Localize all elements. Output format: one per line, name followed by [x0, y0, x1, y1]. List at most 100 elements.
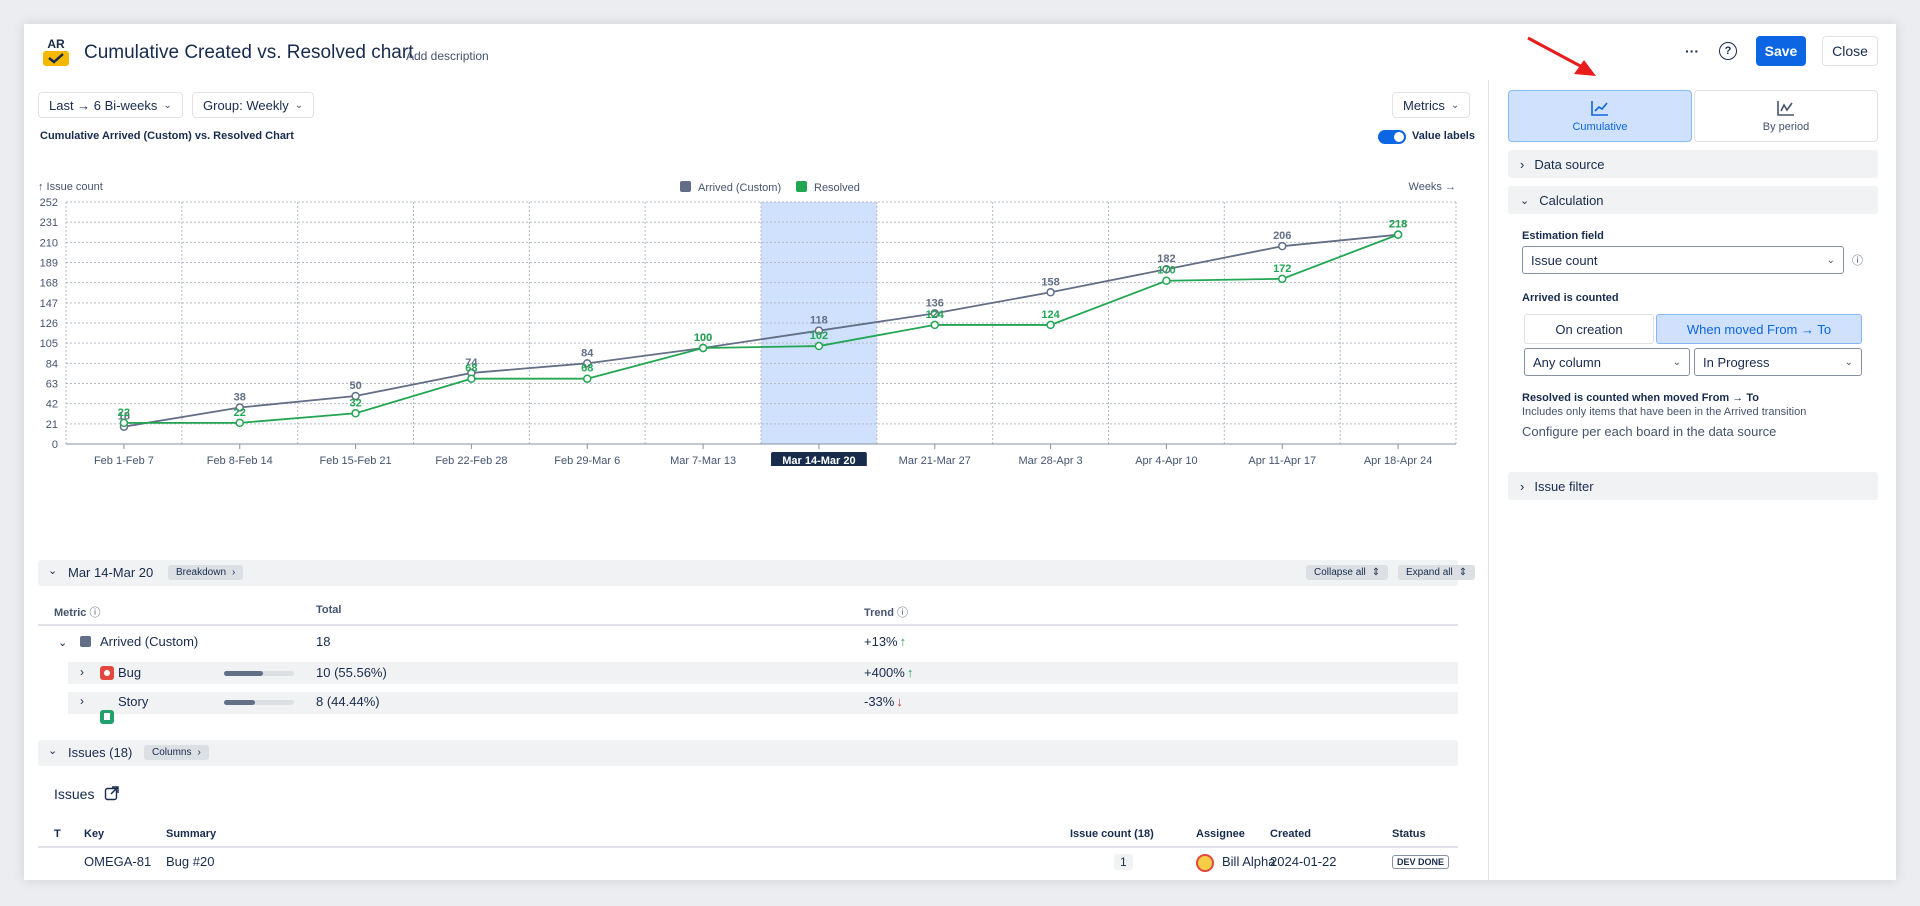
group-select[interactable]: Group: Weekly ⌄: [192, 92, 315, 118]
data-point[interactable]: [814, 326, 824, 335]
metrics-select[interactable]: Metrics ⌄: [1392, 92, 1471, 118]
data-label: 102: [810, 330, 828, 342]
estimation-field-label: Estimation field: [1522, 230, 1604, 242]
open-external-icon[interactable]: [104, 785, 120, 801]
story-icon: [100, 710, 114, 724]
data-point[interactable]: [1278, 241, 1287, 251]
data-point[interactable]: [1393, 230, 1403, 239]
data-point[interactable]: [930, 320, 939, 330]
data-point[interactable]: [235, 403, 244, 412]
x-tick-label[interactable]: Apr 18-Apr 24: [1364, 455, 1432, 466]
data-point[interactable]: [119, 418, 129, 428]
data-point[interactable]: [583, 374, 592, 383]
to-column-select[interactable]: In Progress ⌄: [1694, 348, 1862, 376]
issue-key-link[interactable]: OMEGA-81: [84, 854, 152, 869]
breakdown-tag-label: Breakdown: [176, 567, 227, 578]
chevron-down-icon[interactable]: ⌄: [58, 637, 68, 649]
columns-tag[interactable]: Columns ›: [144, 745, 209, 760]
share-bar: [224, 700, 294, 705]
expand-all-button[interactable]: Expand all ⇕: [1398, 565, 1476, 580]
data-point[interactable]: [351, 391, 360, 401]
to-column-value: In Progress: [1703, 354, 1770, 370]
data-point[interactable]: [235, 418, 244, 428]
app-logo: AR: [40, 36, 72, 68]
x-tick-label[interactable]: Apr 4-Apr 10: [1135, 455, 1197, 466]
collapse-all-label: Collapse all: [1314, 567, 1366, 578]
data-label: 68: [581, 363, 593, 375]
trend-value: +13%: [864, 634, 898, 649]
on-creation-option[interactable]: On creation: [1524, 314, 1654, 344]
legend-label: Arrived (Custom): [698, 182, 781, 194]
y-tick-label: 0: [52, 439, 58, 451]
created-date: 2024-01-22: [1270, 854, 1337, 869]
chevron-right-icon[interactable]: ›: [80, 665, 84, 679]
cumulative-line-chart[interactable]: ↑ Issue count Weeks → Arrived (Custom) Reso…: [24, 146, 1484, 466]
x-tick-label[interactable]: Mar 28-Apr 3: [1018, 455, 1082, 466]
y-tick-label: 252: [40, 197, 58, 209]
chevron-down-icon: ⌄: [1450, 99, 1460, 111]
help-button[interactable]: ?: [1714, 36, 1742, 66]
data-label: 18: [118, 411, 130, 423]
estimation-field-select[interactable]: Issue count ⌄: [1522, 246, 1844, 274]
share-bar-fill: [224, 671, 263, 676]
calculation-accordion[interactable]: ⌄ Calculation: [1508, 186, 1878, 214]
data-point[interactable]: [351, 409, 360, 418]
data-point[interactable]: [1046, 320, 1055, 330]
data-label: 74: [465, 357, 478, 369]
when-moved-option[interactable]: When moved From → To: [1656, 314, 1862, 344]
data-point[interactable]: [1162, 276, 1171, 285]
x-tick-label[interactable]: Feb 8-Feb 14: [207, 455, 273, 466]
save-button[interactable]: Save: [1756, 36, 1806, 66]
metric-trend: +13% ↑: [864, 634, 906, 649]
chevron-down-icon[interactable]: ⌄: [48, 565, 58, 577]
x-tick-label[interactable]: Apr 11-Apr 17: [1248, 455, 1316, 466]
metric-total: 8 (44.44%): [316, 694, 380, 709]
legend-swatch: [796, 181, 807, 192]
view-cumulative-button[interactable]: Cumulative: [1508, 90, 1692, 142]
x-tick-label[interactable]: Mar 14-Mar 20: [782, 455, 855, 466]
x-tick-label[interactable]: Mar 21-Mar 27: [899, 455, 971, 466]
info-icon[interactable]: ⓘ: [1852, 255, 1863, 267]
x-tick-label[interactable]: Mar 7-Mar 13: [670, 455, 736, 466]
issues-section-header[interactable]: [38, 740, 1458, 766]
table-row: [68, 662, 1458, 684]
chevron-down-icon[interactable]: ⌄: [48, 745, 58, 757]
date-range-select[interactable]: Last → 6 Bi-weeks ⌄: [38, 92, 183, 118]
value-labels-toggle[interactable]: [1378, 130, 1406, 144]
more-actions-button[interactable]: ···: [1678, 36, 1706, 66]
issue-count-badge: 1: [1114, 854, 1133, 870]
data-label: 206: [1273, 230, 1291, 242]
col-key: Key: [84, 828, 105, 840]
data-point[interactable]: [1278, 274, 1287, 284]
y-tick-label: 84: [46, 358, 58, 370]
x-tick-label[interactable]: Feb 29-Mar 6: [554, 455, 620, 466]
data-point[interactable]: [1046, 288, 1055, 297]
breakdown-tag[interactable]: Breakdown ›: [168, 565, 244, 580]
data-point[interactable]: [583, 359, 592, 368]
collapse-icon: ⇕: [1371, 567, 1381, 578]
x-tick-label[interactable]: Feb 1-Feb 7: [94, 455, 154, 466]
issue-filter-accordion[interactable]: › Issue filter: [1508, 472, 1878, 500]
data-point[interactable]: [814, 341, 824, 351]
data-point[interactable]: [1162, 264, 1171, 274]
view-by-period-button[interactable]: By period: [1694, 90, 1878, 142]
info-icon: ⓘ: [89, 607, 101, 619]
from-column-select[interactable]: Any column ⌄: [1524, 348, 1690, 376]
chevron-right-icon: ›: [232, 567, 236, 578]
data-point[interactable]: [467, 374, 476, 383]
legend-label: Resolved: [814, 182, 860, 194]
x-tick-label[interactable]: Feb 15-Feb 21: [320, 455, 392, 466]
add-description-link[interactable]: Add description: [406, 49, 489, 63]
collapse-all-button[interactable]: Collapse all ⇕: [1306, 565, 1389, 580]
chevron-right-icon[interactable]: ›: [80, 694, 84, 708]
x-tick-label-highlight: [771, 452, 867, 466]
breakdown-period: Mar 14-Mar 20: [68, 565, 154, 580]
close-button[interactable]: Close: [1822, 36, 1878, 66]
data-point[interactable]: [698, 343, 708, 353]
data-point[interactable]: [930, 309, 939, 318]
breakdown-header[interactable]: [38, 560, 1458, 586]
expand-icon: ⇕: [1458, 567, 1468, 578]
issue-summary[interactable]: Bug #20: [166, 854, 215, 869]
x-tick-label[interactable]: Feb 22-Feb 28: [435, 455, 507, 466]
data-source-accordion[interactable]: › Data source: [1508, 150, 1878, 178]
